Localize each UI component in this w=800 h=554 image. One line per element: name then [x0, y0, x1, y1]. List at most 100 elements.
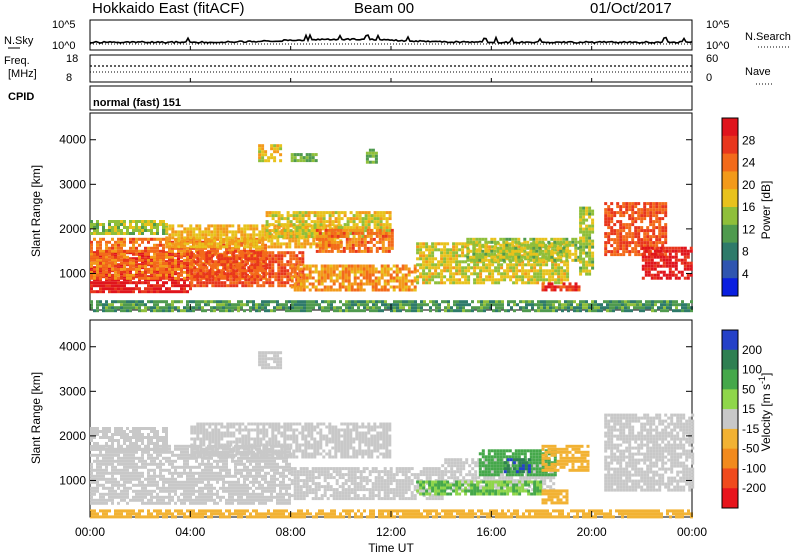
data-cell	[579, 260, 583, 264]
data-cell	[295, 254, 299, 258]
data-cell	[162, 270, 165, 274]
data-cell	[135, 226, 138, 229]
data-cell	[478, 246, 482, 250]
data-cell	[147, 229, 150, 232]
data-cell	[628, 250, 632, 254]
data-cell	[387, 231, 391, 235]
data-cell	[568, 243, 572, 247]
data-cell	[105, 468, 108, 472]
data-cell	[202, 266, 206, 270]
data-cell	[129, 287, 132, 291]
data-cell	[238, 269, 242, 273]
data-cell	[120, 229, 123, 232]
data-cell	[428, 272, 432, 276]
data-cell	[295, 229, 299, 233]
data-cell	[264, 300, 267, 304]
data-cell	[591, 257, 595, 261]
data-cell	[535, 237, 539, 241]
data-cell	[271, 229, 275, 233]
data-cell	[350, 282, 354, 286]
data-cell	[607, 220, 611, 224]
data-cell	[99, 290, 102, 294]
data-cell	[177, 257, 180, 261]
data-cell	[277, 223, 281, 227]
data-cell	[114, 480, 117, 484]
data-cell	[666, 309, 669, 313]
data-cell	[446, 242, 450, 246]
data-cell	[396, 309, 399, 313]
data-cell	[267, 300, 270, 304]
data-cell	[354, 243, 358, 247]
data-cell	[318, 243, 322, 247]
data-cell	[299, 273, 303, 277]
data-cell	[90, 287, 93, 291]
data-cell	[546, 300, 549, 304]
data-cell	[165, 300, 168, 304]
data-cell	[579, 218, 583, 222]
data-cell	[141, 229, 144, 232]
data-cell	[262, 284, 266, 288]
data-cell	[108, 462, 111, 466]
data-cell	[217, 263, 221, 267]
data-cell	[250, 281, 254, 285]
data-cell	[123, 264, 126, 268]
data-cell	[535, 240, 539, 244]
data-cell	[226, 257, 230, 261]
data-cell	[372, 243, 376, 247]
data-cell	[365, 160, 369, 164]
data-cell	[525, 309, 528, 313]
data-cell	[603, 306, 606, 310]
data-cell	[449, 275, 453, 279]
data-cell	[114, 232, 117, 235]
data-cell	[553, 237, 557, 241]
data-cell	[268, 229, 272, 233]
data-cell	[217, 254, 221, 258]
data-cell	[177, 300, 180, 304]
data-cell	[348, 246, 352, 250]
data-cell	[114, 492, 117, 496]
data-cell	[320, 270, 324, 274]
data-cell	[582, 230, 586, 234]
data-cell	[413, 279, 417, 283]
data-cell	[357, 231, 361, 235]
data-cell	[390, 237, 394, 241]
data-cell	[123, 462, 126, 466]
data-cell	[99, 450, 102, 454]
data-cell	[339, 224, 343, 228]
data-cell	[405, 303, 408, 307]
data-cell	[591, 263, 595, 267]
data-cell	[237, 239, 241, 243]
data-cell	[369, 309, 372, 313]
data-cell	[366, 246, 370, 250]
data-cell	[471, 300, 474, 304]
data-cell	[344, 288, 348, 292]
data-cell	[559, 258, 563, 262]
data-cell	[358, 214, 362, 218]
data-cell	[354, 249, 358, 253]
data-cell	[674, 246, 678, 250]
data-cell	[304, 226, 308, 230]
data-cell	[318, 249, 322, 253]
data-cell	[565, 237, 569, 241]
data-cell	[491, 272, 495, 276]
data-cell	[351, 249, 355, 253]
data-cell	[310, 232, 314, 236]
data-cell	[621, 303, 624, 307]
data-cell	[544, 255, 548, 259]
data-cell	[533, 269, 537, 273]
data-cell	[293, 273, 297, 277]
data-cell	[276, 144, 280, 148]
data-cell	[274, 272, 278, 276]
data-cell	[223, 281, 227, 285]
data-cell	[330, 237, 334, 241]
data-cell	[662, 249, 666, 253]
data-cell	[286, 229, 290, 233]
data-cell	[671, 255, 675, 259]
data-cell	[658, 229, 662, 233]
data-cell	[147, 252, 150, 256]
data-cell	[530, 266, 534, 270]
data-cell	[204, 227, 208, 231]
power-ylabel: Slant Range [km]	[29, 165, 43, 257]
data-cell	[315, 228, 319, 232]
data-cell	[604, 223, 608, 227]
